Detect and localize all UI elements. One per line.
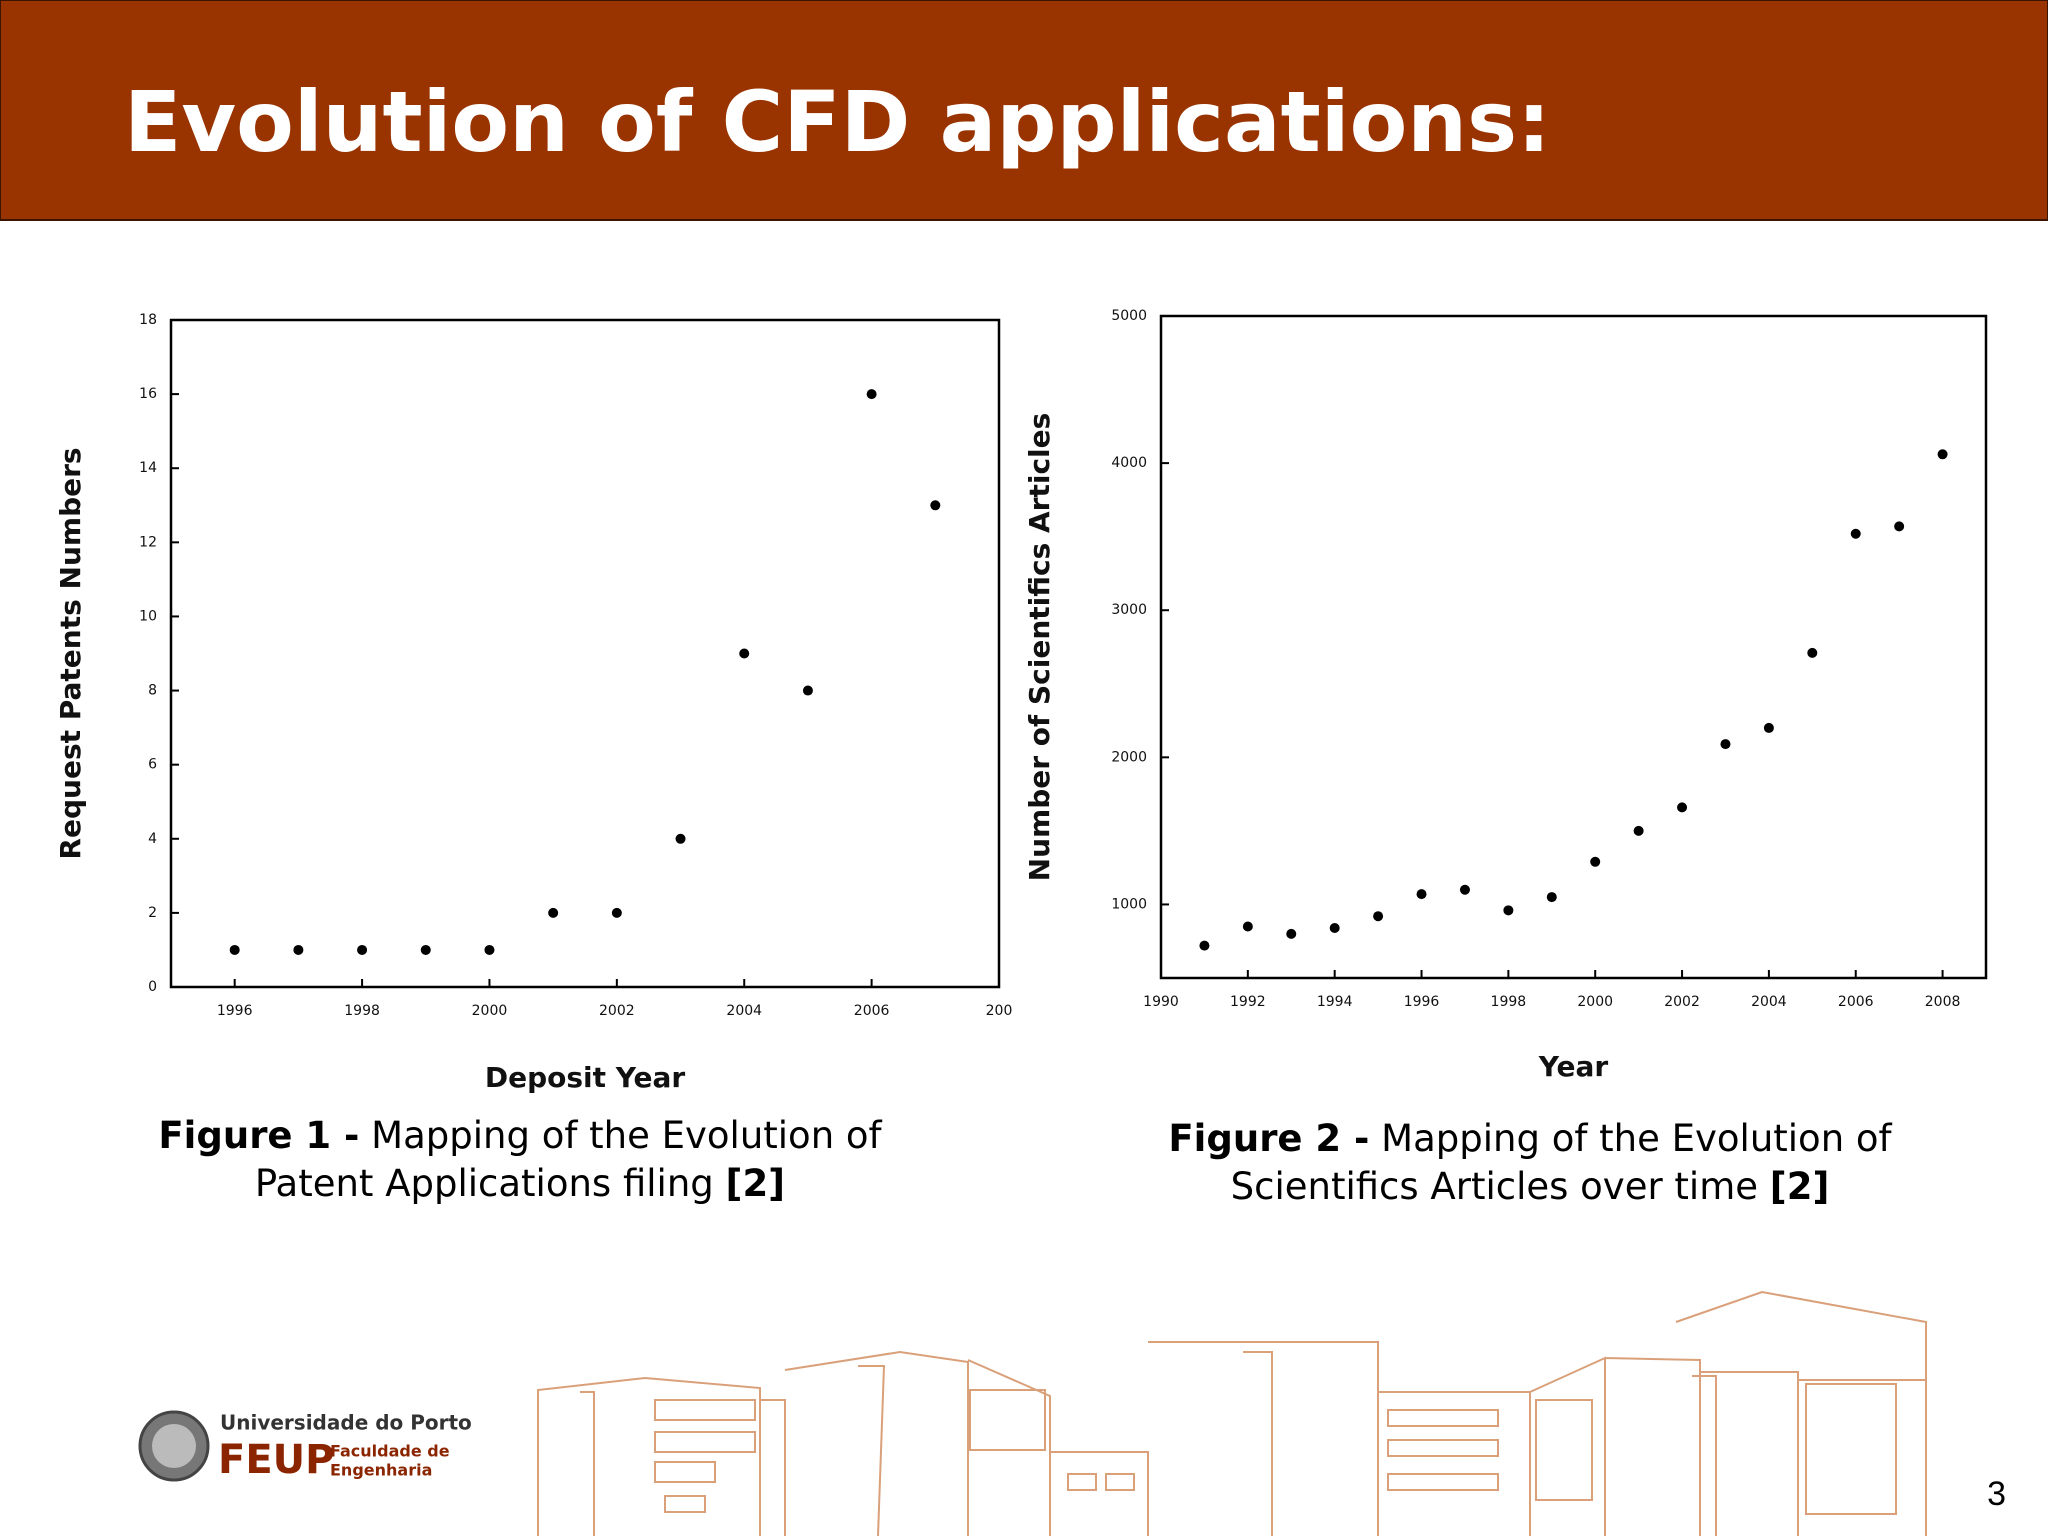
logo-acronym: FEUP <box>218 1437 334 1483</box>
x-tick-label: 1992 <box>1230 994 1266 1010</box>
page-number: 3 <box>1987 1475 2006 1513</box>
x-tick-label: 1990 <box>1143 994 1179 1010</box>
header-bar <box>0 0 2048 221</box>
data-point <box>1199 940 1210 951</box>
figure-caption: Figure 2 - Mapping of the Evolution of S… <box>1165 1115 1895 1211</box>
x-tick-label: 1994 <box>1317 994 1353 1010</box>
y-axis-label: Number of Scientifics Articles <box>1023 413 1056 882</box>
y-tick-label: 16 <box>139 386 157 402</box>
data-point <box>1503 905 1514 916</box>
data-point <box>1894 521 1905 532</box>
data-point <box>293 944 304 955</box>
x-axis-label: Deposit Year <box>485 1061 685 1094</box>
data-point <box>1416 889 1427 900</box>
y-tick-label: 2 <box>148 905 157 921</box>
data-point <box>1546 892 1557 903</box>
data-point <box>1286 928 1297 939</box>
y-tick-label: 0 <box>148 979 157 995</box>
x-tick-label: 2006 <box>1838 994 1874 1010</box>
caption-text: Mapping of the Evolution of Scientifics … <box>1230 1117 1892 1208</box>
x-axis-label: Year <box>1538 1050 1609 1083</box>
logo-faculty: Engenharia <box>330 1461 432 1480</box>
y-tick-label: 1000 <box>1111 896 1147 912</box>
y-tick-label: 6 <box>148 757 157 773</box>
data-point <box>1720 739 1731 750</box>
y-tick-label: 18 <box>139 312 157 328</box>
data-point <box>548 907 559 918</box>
data-point <box>1850 528 1861 539</box>
caption-ref: [2] <box>1769 1165 1830 1208</box>
building-illustration <box>537 1290 1927 1536</box>
x-tick-label: 2002 <box>1664 994 1700 1010</box>
logo-seal-inner <box>152 1424 196 1468</box>
data-point <box>1677 802 1688 813</box>
data-point <box>1590 856 1601 867</box>
x-tick-label: 1998 <box>1491 994 1527 1010</box>
slide-title: Evolution of CFD applications: <box>124 73 1551 171</box>
x-tick-label: 2000 <box>1577 994 1613 1010</box>
logo-university: Universidade do Porto <box>220 1411 472 1435</box>
caption-label: Figure 2 - <box>1168 1117 1370 1160</box>
y-tick-label: 2000 <box>1111 749 1147 765</box>
x-tick-label: 2000 <box>472 1003 508 1019</box>
x-tick-label: 2004 <box>726 1003 762 1019</box>
data-point <box>802 685 813 696</box>
y-tick-label: 3000 <box>1111 602 1147 618</box>
x-tick-label: 2002 <box>599 1003 635 1019</box>
data-point <box>1937 449 1948 460</box>
y-tick-label: 14 <box>139 460 157 476</box>
university-logo: Universidade do Porto FEUP Faculdade de … <box>138 1410 472 1483</box>
data-point <box>420 944 431 955</box>
y-tick-label: 4000 <box>1111 455 1147 471</box>
x-tick-label: 200 <box>986 1003 1013 1019</box>
data-point <box>1329 922 1340 933</box>
caption-ref: [2] <box>725 1162 786 1205</box>
x-tick-label: 1996 <box>1404 994 1440 1010</box>
logo-faculty: Faculdade de <box>330 1442 450 1461</box>
y-tick-label: 5000 <box>1111 308 1147 324</box>
data-point <box>739 648 750 659</box>
plot-frame <box>169 318 1001 989</box>
data-point <box>1763 722 1774 733</box>
data-point <box>1633 825 1644 836</box>
y-axis-label: Request Patents Numbers <box>54 447 87 859</box>
data-point <box>866 389 877 400</box>
data-point <box>611 907 622 918</box>
data-point <box>675 833 686 844</box>
x-tick-label: 1996 <box>217 1003 253 1019</box>
y-tick-label: 4 <box>148 831 157 847</box>
x-tick-label: 2006 <box>854 1003 890 1019</box>
y-tick-label: 10 <box>139 608 157 624</box>
y-tick-label: 8 <box>148 683 157 699</box>
data-point <box>357 944 368 955</box>
x-tick-label: 2004 <box>1751 994 1787 1010</box>
x-tick-label: 1998 <box>344 1003 380 1019</box>
caption-text: Mapping of the Evolution of Patent Appli… <box>254 1114 882 1205</box>
x-tick-label: 2008 <box>1925 994 1961 1010</box>
caption-label: Figure 1 - <box>158 1114 360 1157</box>
data-point <box>1807 647 1818 658</box>
data-point <box>484 944 495 955</box>
y-tick-label: 12 <box>139 534 157 550</box>
data-point <box>1242 921 1253 932</box>
data-point <box>1373 911 1384 922</box>
data-point <box>229 944 240 955</box>
data-point <box>930 500 941 511</box>
plot-frame <box>1159 314 1988 980</box>
figure-caption: Figure 1 - Mapping of the Evolution of P… <box>100 1112 940 1208</box>
data-point <box>1459 884 1470 895</box>
